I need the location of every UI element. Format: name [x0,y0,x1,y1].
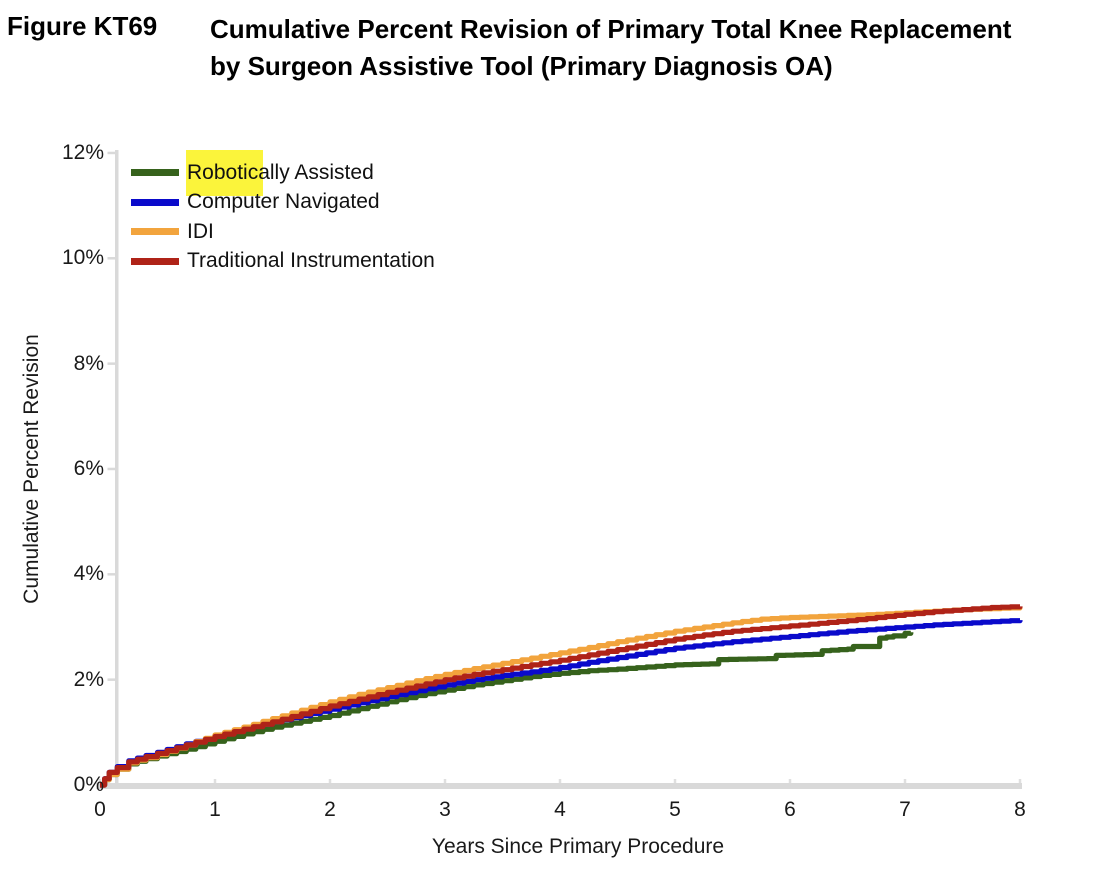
figure-number-label: Figure KT69 [7,11,158,41]
legend-label: IDI [187,219,214,243]
legend-swatch-green [131,169,179,177]
x-tick-label: 3 [439,798,451,821]
x-tick-mark [903,779,907,785]
y-tick-mark [107,151,116,155]
y-tick-label: 4% [73,562,104,586]
x-tick-mark [443,779,447,785]
y-tick-mark [107,678,116,681]
legend-item-idi: IDI [131,217,435,247]
yellow-text-highlight [186,150,263,196]
x-tick-mark [213,779,217,785]
x-tick-label: 0 [94,798,106,821]
y-axis-line [115,150,119,789]
series-line-robotically-assisted [100,630,914,788]
y-tick-label: 8% [73,351,104,375]
y-tick-label: 0% [73,773,104,796]
series-line-traditional-instrumentation [100,604,1023,788]
x-tick-label: 8 [1014,798,1026,821]
x-tick-label: 6 [784,798,796,821]
legend-swatch-red [131,257,179,265]
x-tick-label: 1 [209,798,221,821]
y-tick-label: 6% [73,456,104,480]
figure-title-line2: by Surgeon Assistive Tool (Primary Diagn… [210,51,833,81]
y-tick-mark [107,257,116,260]
x-tick-label: 4 [554,798,566,821]
legend: Robotically Assisted Computer Navigated … [131,158,435,276]
figure-title-line1: Cumulative Percent Revision of Primary T… [210,14,1012,44]
x-tick-mark [98,779,102,785]
legend-swatch-orange [131,228,179,236]
x-tick-mark [673,779,677,785]
x-axis-line [96,783,1022,789]
legend-item-robotically-assisted: Robotically Assisted [131,158,435,188]
x-axis-title: Years Since Primary Procedure [431,835,725,858]
x-tick-label: 5 [669,798,681,821]
y-tick-label: 12% [61,140,104,164]
series-line-idi [100,605,1023,788]
y-tick-mark [107,573,116,576]
x-tick-mark [558,779,562,785]
y-tick-label: 10% [61,246,104,270]
x-tick-label: 2 [324,798,336,821]
legend-label: Robotically Assisted [187,160,374,184]
legend-item-traditional-instrumentation: Traditional Instrumentation [131,247,435,277]
legend-item-computer-navigated: Computer Navigated [131,188,435,218]
x-tick-label: 7 [899,798,911,821]
legend-label: Computer Navigated [187,190,380,214]
y-tick-label: 2% [73,667,104,691]
legend-swatch-blue [131,198,179,206]
y-tick-mark [107,362,116,365]
x-tick-mark [1018,779,1022,785]
legend-label: Traditional Instrumentation [187,249,435,273]
x-tick-mark [328,779,332,785]
x-tick-mark [788,779,792,785]
y-tick-mark [107,467,116,471]
figure-title: Cumulative Percent Revision of Primary T… [210,11,1116,85]
